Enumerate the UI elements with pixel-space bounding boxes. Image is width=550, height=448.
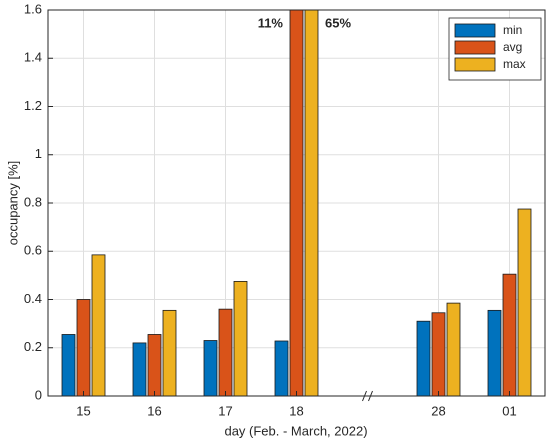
bars — [61, 10, 532, 396]
x-tick-label: 18 — [289, 403, 303, 418]
bar — [147, 334, 162, 396]
x-tick-label: 01 — [502, 403, 516, 418]
legend-label: avg — [503, 40, 522, 54]
y-axis-label: occupancy [%] — [5, 161, 20, 246]
bar — [91, 254, 106, 396]
y-tick-label: 1.4 — [24, 50, 42, 65]
legend-label: min — [503, 23, 522, 37]
x-tick-label: 17 — [218, 403, 232, 418]
bar — [446, 302, 461, 396]
x-tick-label: 15 — [76, 403, 90, 418]
bar — [132, 342, 147, 396]
bar — [289, 10, 304, 396]
plot-frame — [47, 9, 546, 397]
y-tick-label: 1.6 — [24, 1, 42, 16]
value-label: 65% — [325, 15, 351, 30]
y-tick-label: 0 — [35, 387, 42, 402]
bar — [76, 299, 91, 396]
y-tick-label: 0.6 — [24, 243, 42, 258]
bar — [218, 308, 233, 396]
value-label: 11% — [258, 15, 284, 30]
x-tick-label: 28 — [431, 403, 445, 418]
legend-swatch — [454, 57, 496, 72]
bar — [274, 340, 289, 396]
legend-label: max — [503, 57, 526, 71]
bar — [203, 340, 218, 396]
y-tick-label: 0.2 — [24, 339, 42, 354]
bar — [416, 320, 431, 396]
y-tick-label: 0.4 — [24, 291, 42, 306]
bar — [162, 309, 177, 396]
legend-swatch — [454, 23, 496, 38]
bar — [487, 309, 502, 396]
bar — [431, 312, 446, 396]
bar — [233, 281, 248, 396]
y-tick-label: 1 — [35, 146, 42, 161]
bar — [517, 208, 532, 396]
y-tick-label: 1.2 — [24, 98, 42, 113]
y-tick-label: 0.8 — [24, 194, 42, 209]
overlay: 0 0.2 0.4 0.6 0.8 1 1.2 1.4 1.6 15 16 17 18 11% 65% 28 0… — [24, 1, 542, 418]
x-tick-label: 16 — [147, 403, 161, 418]
bar — [502, 273, 517, 396]
legend-swatch — [454, 40, 496, 55]
bar — [304, 10, 319, 396]
bar — [61, 334, 76, 396]
x-axis-label: day (Feb. - March, 2022) — [224, 423, 367, 438]
